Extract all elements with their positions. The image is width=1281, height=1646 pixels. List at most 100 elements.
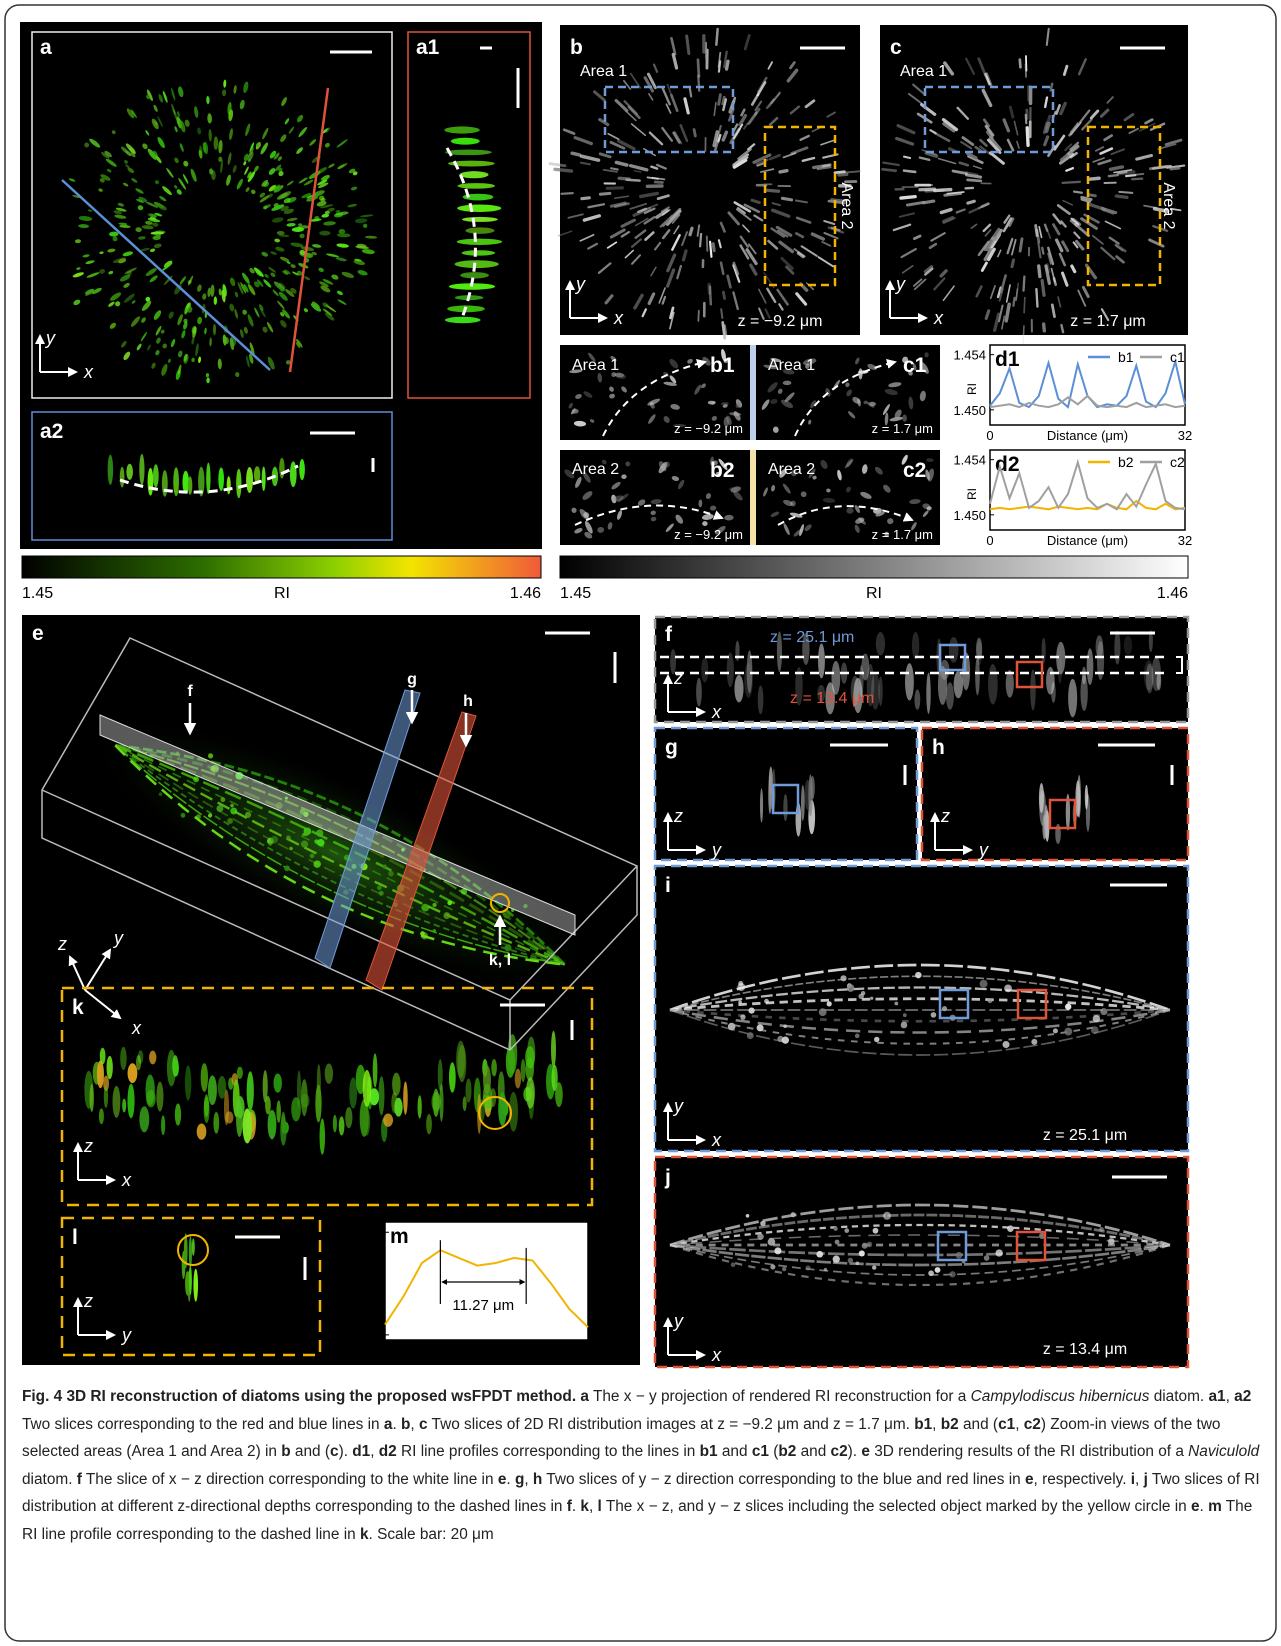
texture [846,171,860,172]
caption-text: . [506,1471,515,1488]
texture [246,467,253,493]
panel-label: a2 [40,420,63,443]
texture [980,980,988,988]
panel-label: i [665,874,671,897]
texture [466,1078,472,1102]
texture [1111,167,1123,169]
axis-letter: x [711,1345,722,1365]
texture [572,153,579,155]
texture [333,1115,337,1133]
texture [840,975,846,981]
texture [148,468,154,496]
texture [744,663,753,698]
texture [806,1265,811,1270]
texture [1023,326,1024,343]
depth-label: z = −9.2 μm [674,421,743,436]
texture [858,368,862,379]
texture [463,1096,467,1111]
texture [1091,1026,1099,1034]
texture [457,239,503,245]
depth-label: z = 1.7 μm [872,421,933,436]
area-label: Area 1 [900,63,947,80]
texture [122,1099,126,1113]
y-tick-label: 1.450 [953,403,986,418]
texture [206,463,210,495]
texture [872,1265,876,1269]
y-axis-label: RI [965,383,979,395]
texture [938,666,947,705]
texture [1118,172,1126,173]
texture [449,1062,456,1093]
texture [339,1116,345,1135]
texture [1042,638,1046,663]
caption-text: e [1025,1471,1034,1488]
texture [1039,783,1044,813]
texture [363,1070,372,1107]
texture [349,1077,357,1108]
texture [740,1014,745,1019]
texture [1108,1238,1115,1245]
caption-text: b2 [778,1443,796,1460]
texture [1002,1041,1009,1048]
texture [1171,168,1179,169]
depth-label: z = −9.2 μm [738,313,823,330]
texture [1093,1015,1100,1022]
texture [456,1041,465,1078]
texture [760,1221,766,1227]
texture [552,1065,558,1091]
texture [894,1002,898,1006]
axis-letter: z [673,668,683,688]
x-axis-label: Distance (μm) [1047,428,1128,443]
texture [525,1046,535,1068]
caption-text: h [533,1471,542,1488]
axis-letter: y [44,328,56,348]
y-tick-label: 1.454 [953,348,986,363]
y-axis-label: RI [360,1279,374,1291]
texture [462,250,496,255]
texture [1004,985,1012,993]
texture [192,1238,195,1255]
texture [746,1214,750,1218]
panel-label: e [32,622,44,645]
texture [1065,1004,1071,1010]
texture [1024,277,1025,291]
texture [1063,182,1080,183]
texture [698,76,699,91]
texture [185,1065,191,1100]
texture [392,1073,401,1096]
caption-text: c1 [752,1443,769,1460]
texture [827,1001,832,1006]
texture [1119,192,1132,193]
x-tick-label: 32 [1178,533,1192,548]
texture [281,1112,285,1134]
texture [731,1262,736,1267]
caption-text: RI line profiles corresponding to the li… [397,1443,700,1460]
colorbar-max: 1.46 [510,585,541,602]
texture [698,311,699,321]
caption-text: b2 [941,1416,959,1433]
texture [1024,298,1025,313]
texture [213,1112,219,1134]
texture [760,788,763,822]
caption-text: ( [769,1443,778,1460]
caption-text: c2 [831,1443,848,1460]
texture [946,682,954,709]
texture [883,1212,891,1220]
depth-label: z = −9.2 μm [674,527,743,542]
caption-text: m [1208,1498,1222,1515]
texture [995,1249,1002,1256]
texture [873,1228,879,1234]
texture [108,455,113,485]
texture [1031,1039,1037,1045]
texture [193,1269,198,1302]
texture [901,197,915,198]
texture [126,464,133,480]
x-tick-label: 32 [1178,428,1192,443]
caption-text: and ( [959,1416,998,1433]
texture [1026,115,1027,123]
texture [1061,325,1063,332]
texture [506,1046,515,1078]
texture [984,1255,990,1261]
texture [465,227,494,233]
texture [325,1064,333,1084]
